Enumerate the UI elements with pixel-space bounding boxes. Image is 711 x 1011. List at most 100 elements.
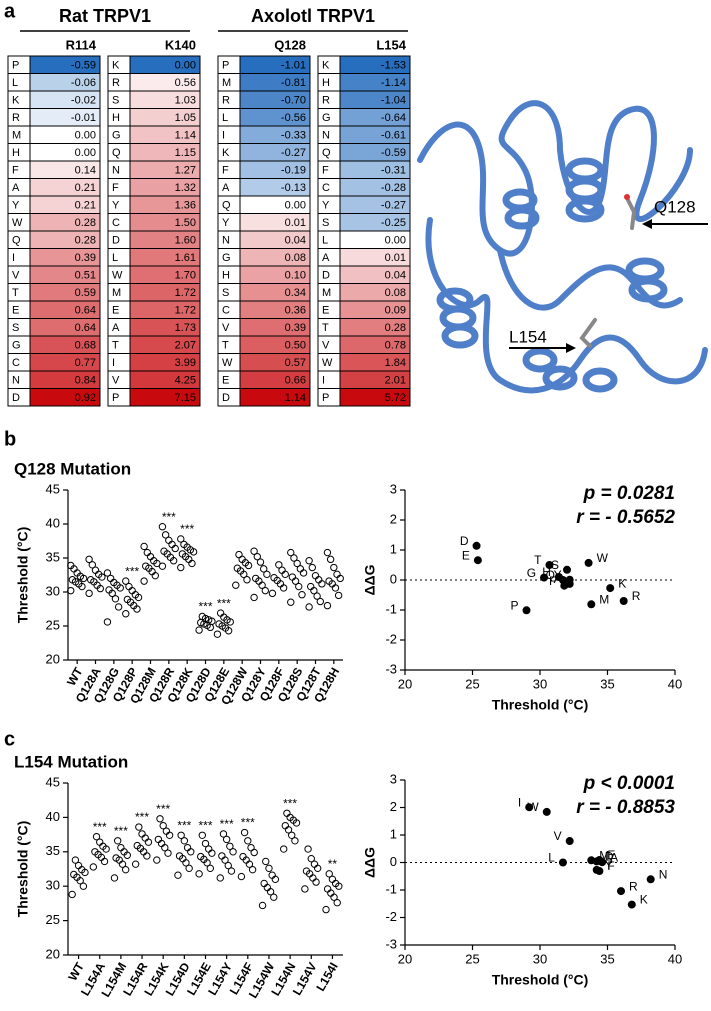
energy-value: 0.00 xyxy=(175,60,196,72)
data-point xyxy=(180,837,189,845)
significance: *** xyxy=(177,818,191,832)
x-tick-label: L154I xyxy=(313,960,340,994)
residue: C xyxy=(222,305,230,317)
residue: A xyxy=(322,252,330,264)
residue: K xyxy=(112,60,120,72)
residue: W xyxy=(322,357,333,369)
data-point xyxy=(103,618,112,626)
residue: R xyxy=(222,95,230,107)
data-point xyxy=(165,536,173,545)
data-point xyxy=(154,835,163,844)
point-label: K xyxy=(618,576,626,590)
data-point xyxy=(106,574,115,583)
data-point xyxy=(161,531,170,539)
significance: ** xyxy=(328,857,338,871)
residue: S xyxy=(322,217,329,229)
energy-value: -1.53 xyxy=(381,60,406,72)
data-point xyxy=(222,835,231,844)
data-point xyxy=(261,586,269,595)
column-header: K140 xyxy=(165,37,196,52)
energy-value: 1.15 xyxy=(175,147,196,159)
energy-value: 0.28 xyxy=(75,217,96,229)
significance: *** xyxy=(114,824,128,838)
point-label: Q xyxy=(546,568,555,582)
residue: Q xyxy=(222,200,231,212)
x-tick-label: 25 xyxy=(465,676,479,691)
y-tick-label: 40 xyxy=(46,515,60,530)
data-point xyxy=(291,837,299,845)
data-point xyxy=(221,856,229,864)
data-point xyxy=(278,566,286,574)
point-label: R xyxy=(632,589,641,603)
residue: N xyxy=(112,165,120,177)
residue: G xyxy=(222,252,231,264)
data-point xyxy=(85,589,93,598)
data-point xyxy=(141,834,149,842)
residue: A xyxy=(12,182,20,194)
data-point xyxy=(206,864,215,873)
y-tick-label: 3 xyxy=(390,481,397,496)
data-point xyxy=(158,523,167,531)
energy-value: -0.56 xyxy=(281,112,306,124)
point-label: E xyxy=(462,548,470,562)
data-point xyxy=(565,579,574,588)
data-point xyxy=(288,573,297,581)
data-point xyxy=(144,838,153,846)
point-label: M xyxy=(599,848,609,862)
significance: *** xyxy=(156,802,170,816)
data-point xyxy=(333,570,341,579)
data-point xyxy=(295,582,303,591)
data-point xyxy=(91,566,100,574)
residue: L xyxy=(222,112,228,124)
data-point xyxy=(118,860,127,868)
energy-value: -0.61 xyxy=(381,130,406,142)
energy-value: -0.19 xyxy=(281,165,306,177)
residue: D xyxy=(222,392,230,404)
statistic: r = - 0.8853 xyxy=(576,797,675,818)
data-point xyxy=(216,874,224,882)
data-point xyxy=(68,576,77,584)
data-point xyxy=(263,570,271,579)
data-point xyxy=(89,863,98,871)
data-point xyxy=(313,864,322,873)
data-point xyxy=(123,595,132,604)
data-point xyxy=(287,598,295,606)
y-tick-label: 1 xyxy=(390,826,397,841)
data-point xyxy=(296,565,305,573)
y-tick-label: 35 xyxy=(46,843,60,858)
y-tick-label: -1 xyxy=(385,881,397,896)
residue: W xyxy=(12,217,23,229)
energy-value: 0.39 xyxy=(285,322,306,334)
data-point xyxy=(216,609,225,617)
data-point xyxy=(143,852,151,860)
column-header: L154 xyxy=(376,37,406,52)
data-point xyxy=(311,571,320,580)
energy-value: 1.32 xyxy=(175,182,196,194)
residue: R xyxy=(322,95,330,107)
data-point xyxy=(248,865,257,874)
significance: *** xyxy=(283,796,297,810)
y-tick-label: 2 xyxy=(390,511,397,526)
energy-value: 0.59 xyxy=(75,287,96,299)
data-point xyxy=(180,540,188,549)
energy-value: 1.36 xyxy=(175,200,196,212)
point-label: Y xyxy=(554,568,562,582)
data-point xyxy=(542,807,551,816)
data-point xyxy=(68,890,76,899)
energy-value: 0.64 xyxy=(75,305,96,317)
residue: G xyxy=(322,112,331,124)
residue: S xyxy=(222,287,229,299)
data-point xyxy=(183,843,192,852)
residue: Q xyxy=(12,235,21,247)
data-point xyxy=(239,852,247,861)
residue: M xyxy=(12,130,21,142)
cell xyxy=(339,388,411,407)
energy-value: 0.00 xyxy=(75,147,96,159)
x-tick-label: 20 xyxy=(398,676,412,691)
data-point xyxy=(334,591,343,600)
data-point xyxy=(174,871,182,879)
energy-value: -0.27 xyxy=(381,200,406,212)
data-point xyxy=(219,830,228,838)
energy-value: 1.84 xyxy=(385,357,406,369)
residue: V xyxy=(322,340,330,352)
